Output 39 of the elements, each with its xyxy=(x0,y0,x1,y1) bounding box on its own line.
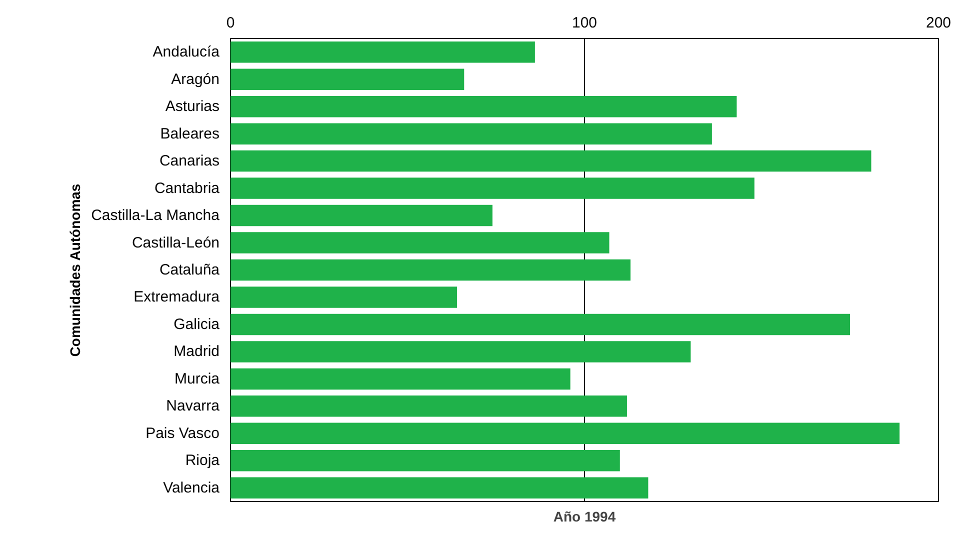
bar xyxy=(230,477,648,499)
x-tick-label: 100 xyxy=(572,14,598,32)
y-axis-title: Comunidades Autónomas xyxy=(67,184,84,357)
y-tick-label: Aragón xyxy=(171,70,220,88)
y-tick-label: Baleares xyxy=(160,125,220,142)
y-tick-label: Navarra xyxy=(166,398,220,415)
bar xyxy=(230,286,458,308)
bar xyxy=(230,259,631,281)
y-tick-label: Cantabria xyxy=(154,180,220,197)
bar xyxy=(230,396,627,417)
y-tick-label: Castilla-León xyxy=(132,234,220,252)
bar xyxy=(230,123,712,144)
y-tick-label: Castilla-La Mancha xyxy=(91,207,220,224)
y-tick-label: Extremadura xyxy=(134,288,220,306)
bar xyxy=(230,422,900,444)
x-axis-title: Año 1994 xyxy=(553,508,616,524)
y-tick-label: Madrid xyxy=(174,343,220,360)
bar xyxy=(230,150,872,172)
bar xyxy=(230,68,464,90)
x-tick-label: 200 xyxy=(926,14,952,32)
y-tick-label: Pais Vasco xyxy=(146,424,220,442)
y-tick-label: Asturias xyxy=(165,98,220,116)
bar xyxy=(230,96,737,118)
bar xyxy=(230,178,754,199)
bar xyxy=(230,232,610,254)
bar xyxy=(230,341,691,362)
bar xyxy=(230,450,620,472)
bar xyxy=(230,368,570,390)
y-tick-label: Murcia xyxy=(174,370,220,388)
y-tick-label: Galicia xyxy=(174,316,220,333)
bar xyxy=(230,204,492,226)
y-tick-label: Rioja xyxy=(185,452,220,470)
y-tick-label: Cataluña xyxy=(159,262,220,278)
y-tick-label: Valencia xyxy=(163,479,220,496)
bar xyxy=(230,314,850,336)
x-tick-label: 0 xyxy=(226,14,235,32)
y-tick-label: Canarias xyxy=(159,152,220,170)
y-tick-label: Andalucía xyxy=(152,44,220,61)
bar xyxy=(230,41,535,63)
